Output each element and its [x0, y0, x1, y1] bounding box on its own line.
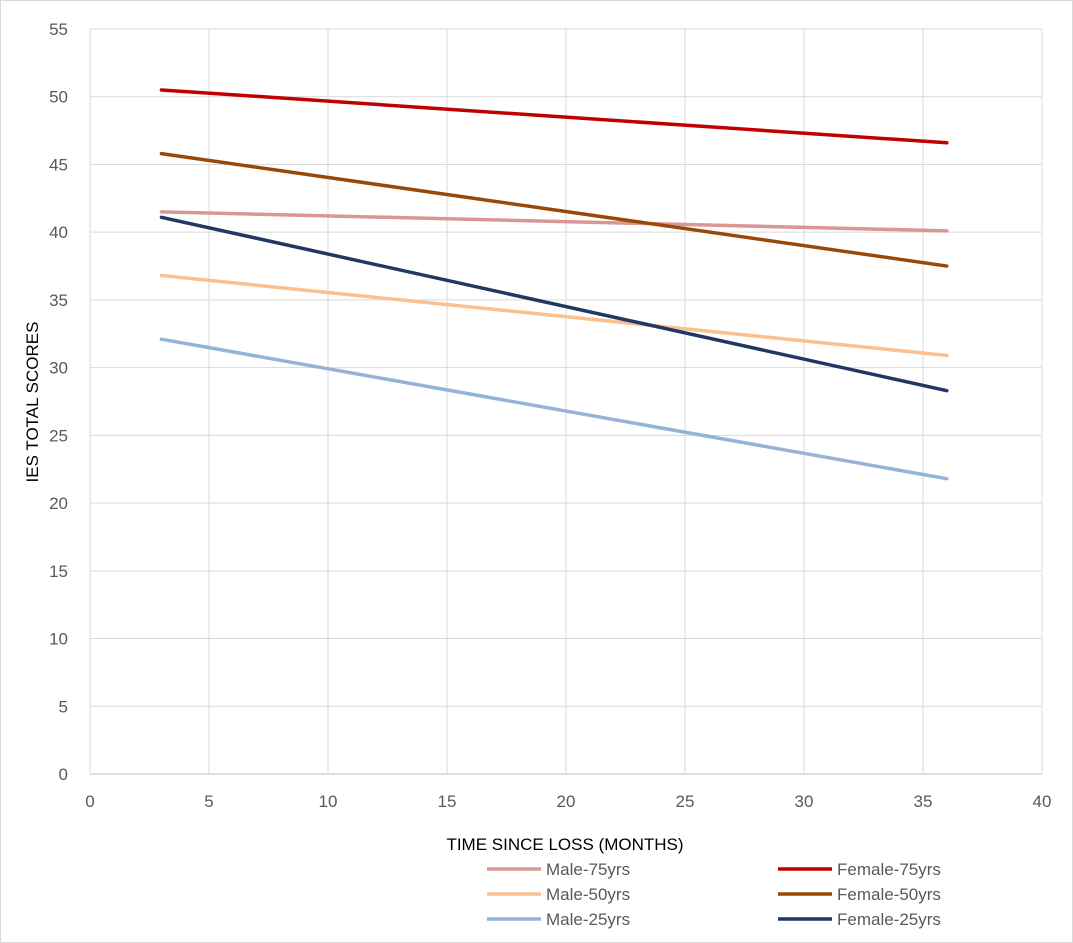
legend: Male-75yrs Female-75yrs Male-50yrs Female-5…: [487, 860, 941, 929]
series-lines: [159, 88, 949, 481]
y-tick-label: 30: [49, 359, 68, 378]
y-tick-label: 5: [59, 697, 68, 716]
legend-label: Male-50yrs: [546, 885, 630, 904]
series-line-female-75yrs: [159, 88, 949, 145]
x-tick-label: 10: [319, 792, 338, 811]
x-tick-label: 15: [438, 792, 457, 811]
y-tick-label: 25: [49, 426, 68, 445]
legend-label: Female-25yrs: [837, 910, 941, 929]
legend-label: Female-75yrs: [837, 860, 941, 879]
y-tick-label: 35: [49, 291, 68, 310]
x-tick-labels: 0 5 10 15 20 25 30 35 40: [85, 792, 1051, 811]
y-tick-label: 10: [49, 630, 68, 649]
series-line-female-50yrs: [159, 151, 949, 268]
x-tick-label: 35: [914, 792, 933, 811]
x-tick-label: 20: [557, 792, 576, 811]
y-tick-label: 20: [49, 494, 68, 513]
series-line-male-75yrs: [159, 210, 949, 233]
legend-label: Female-50yrs: [837, 885, 941, 904]
series-line-male-25yrs: [159, 337, 949, 481]
legend-label: Male-75yrs: [546, 860, 630, 879]
y-tick-label: 50: [49, 88, 68, 107]
legend-label: Male-25yrs: [546, 910, 630, 929]
x-tick-label: 0: [85, 792, 94, 811]
y-tick-label: 15: [49, 562, 68, 581]
x-axis-title: TIME SINCE LOSS (MONTHS): [446, 835, 683, 854]
x-tick-label: 25: [676, 792, 695, 811]
y-tick-labels: 0 5 10 15 20 25 30 35 40 45 50 55: [49, 20, 68, 784]
series-line-male-50yrs: [159, 273, 949, 358]
x-tick-label: 40: [1033, 792, 1052, 811]
y-tick-label: 55: [49, 20, 68, 39]
x-tick-label: 30: [795, 792, 814, 811]
y-tick-label: 0: [59, 765, 68, 784]
y-tick-label: 45: [49, 155, 68, 174]
series-line-female-25yrs: [159, 215, 949, 393]
y-axis-title: IES TOTAL SCORES: [23, 322, 42, 483]
x-tick-label: 5: [204, 792, 213, 811]
y-tick-label: 40: [49, 223, 68, 242]
